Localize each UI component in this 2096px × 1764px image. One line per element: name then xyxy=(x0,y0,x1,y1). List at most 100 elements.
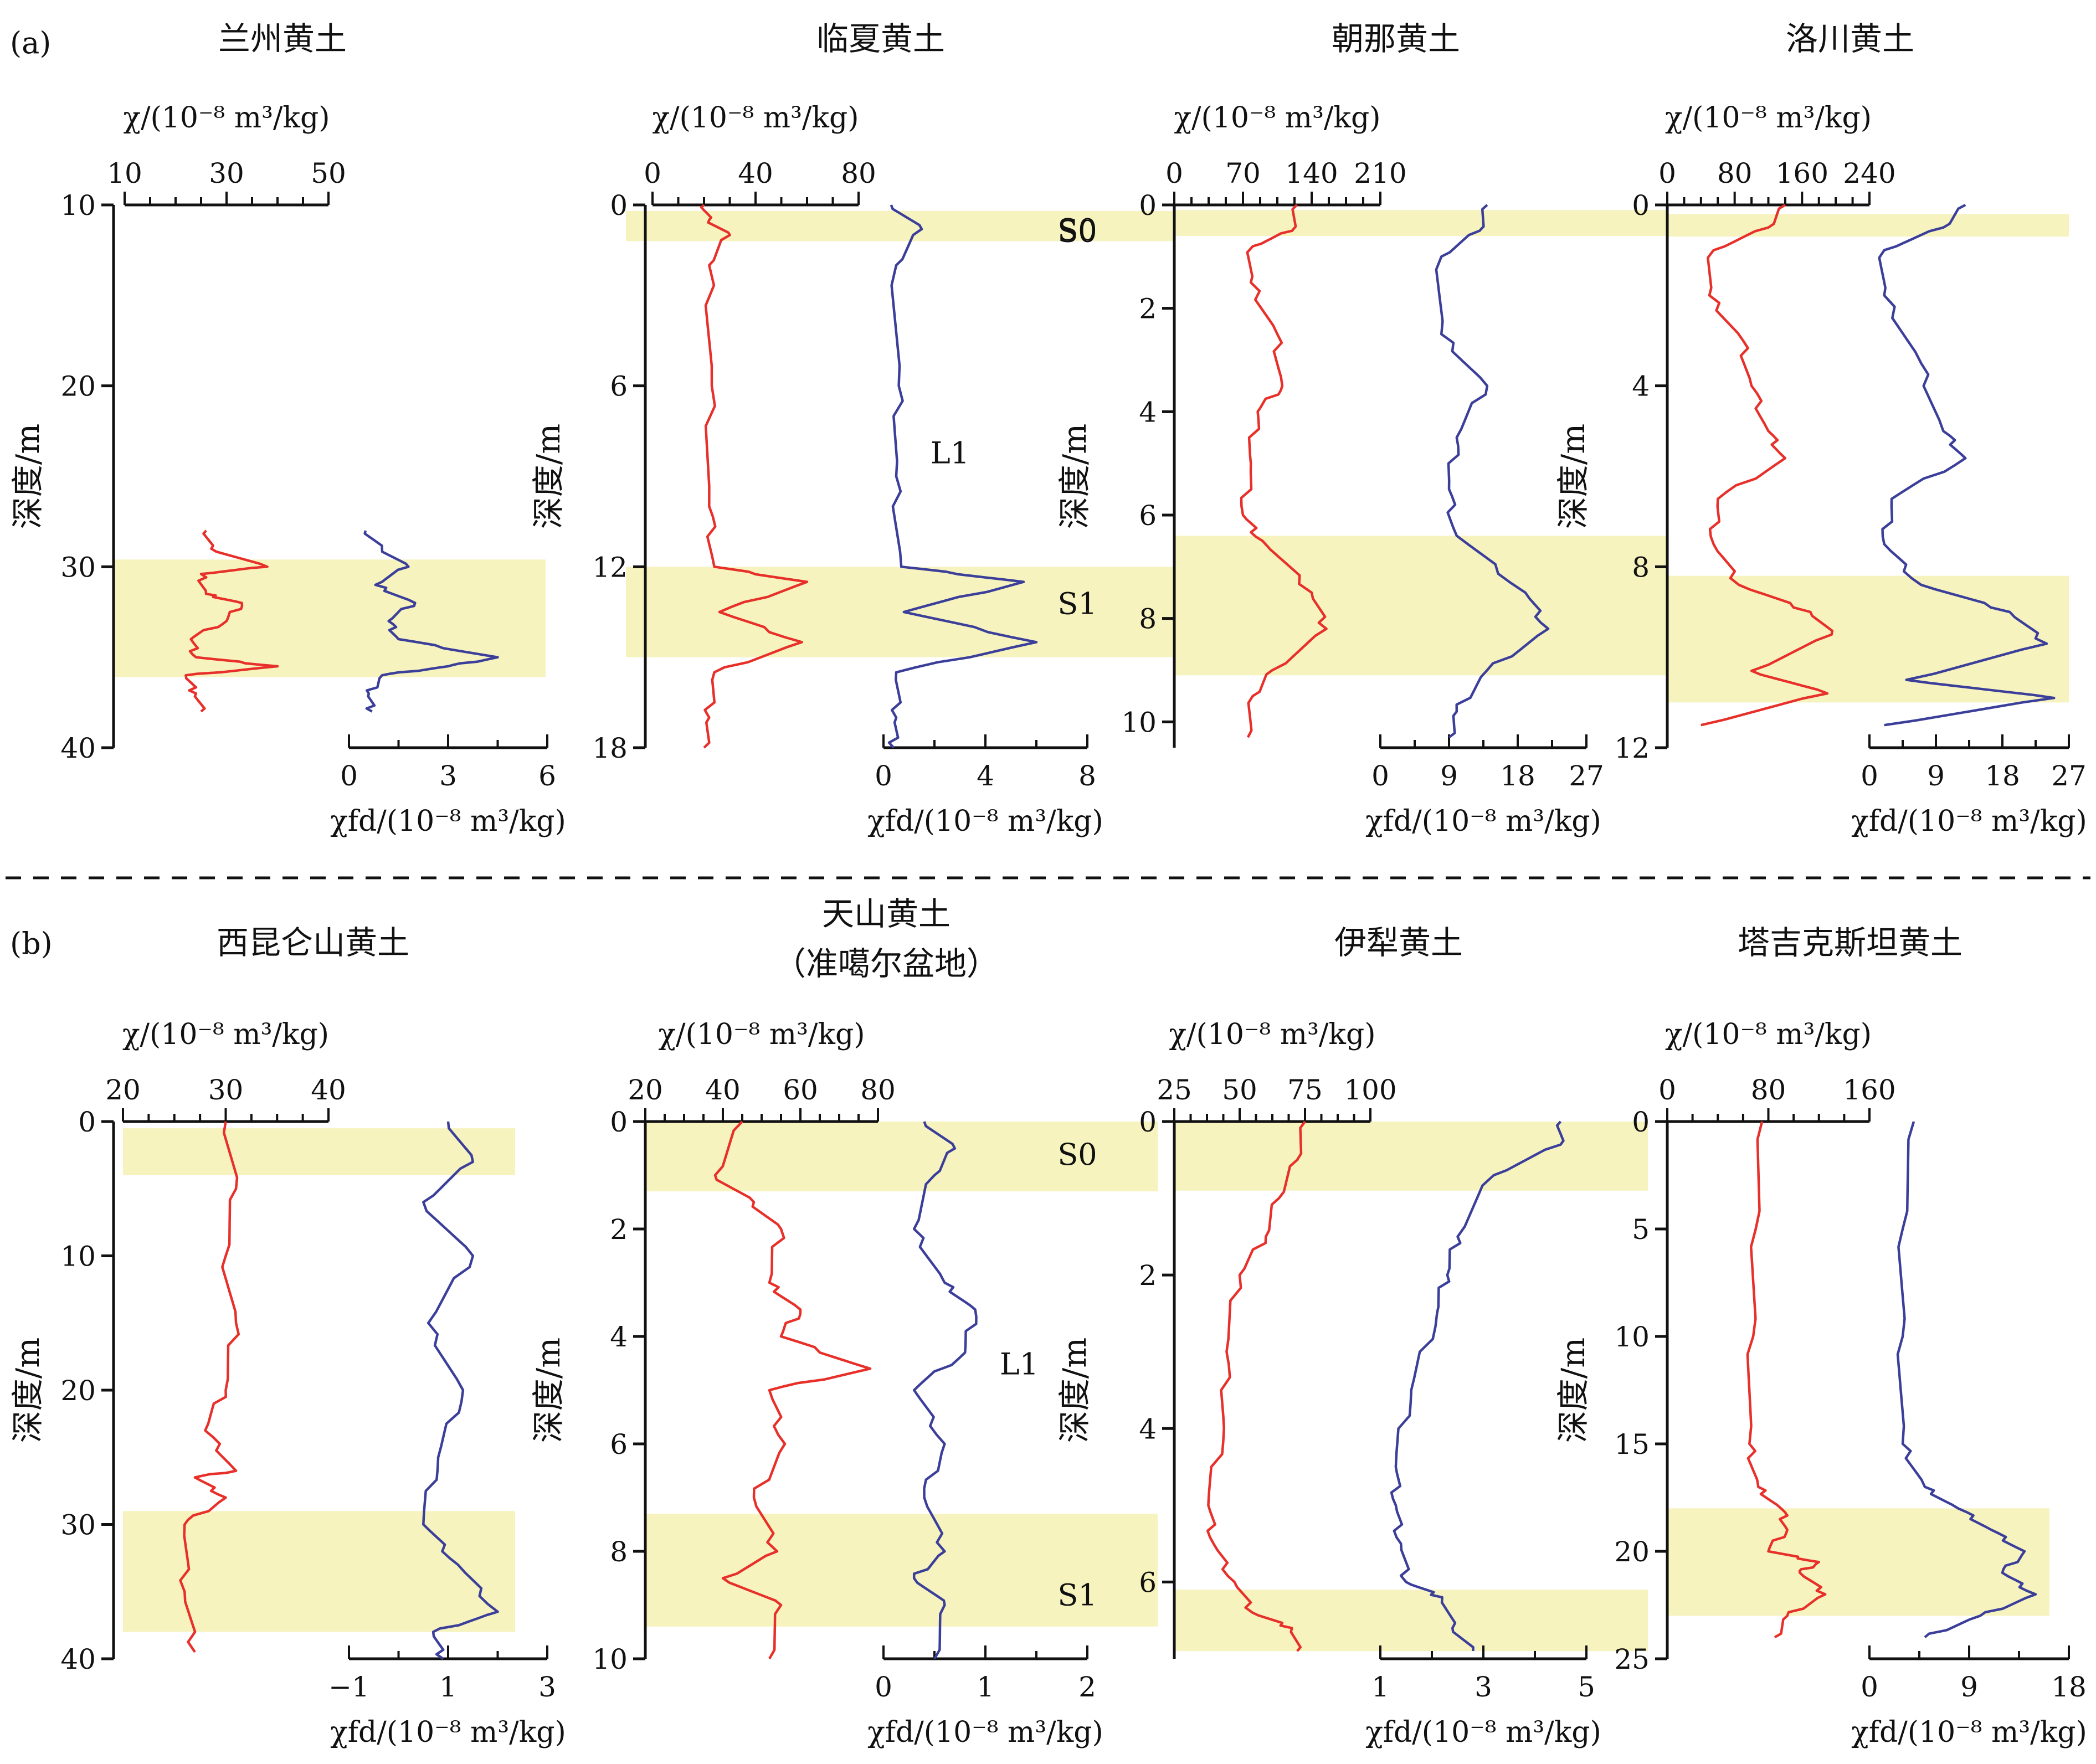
soil-band-1 xyxy=(1174,210,1667,236)
chifd-axis-title: χfd/(10⁻⁸ m³/kg) xyxy=(867,805,1103,838)
chi-tick-label: 0 xyxy=(1658,157,1676,189)
layer-label-s0: S0 xyxy=(1057,214,1097,249)
chifd-series-line xyxy=(1435,204,1550,739)
chifd-tick-label: 0 xyxy=(1371,760,1389,792)
depth-axis-title: 深度/m xyxy=(1056,1338,1093,1443)
chi-series-line xyxy=(1240,204,1328,738)
chi-series-line xyxy=(1746,1121,1827,1639)
chi-axis-title: χ/(10⁻⁸ m³/kg) xyxy=(122,1018,329,1051)
chi-tick-label: 75 xyxy=(1287,1074,1323,1106)
soil-band-2 xyxy=(1174,536,1667,676)
chifd-tick-label: 9 xyxy=(1960,1671,1978,1703)
depth-tick-label: 25 xyxy=(1614,1643,1650,1675)
chi-tick-label: 20 xyxy=(105,1074,141,1106)
depth-tick-label: 6 xyxy=(1139,500,1157,532)
chi-tick-label: 80 xyxy=(860,1074,896,1106)
layer-label-s0: S0 xyxy=(1057,213,1097,248)
chi-tick-label: 40 xyxy=(311,1074,346,1106)
profile-chart-1: 兰州黄土 10 20 30 40 深度/m 10 30 50 χ/(10⁻⁸ m³/kg) 0 3 6 χ… xyxy=(9,20,566,838)
chi-axis-title: χ/(10⁻⁸ m³/kg) xyxy=(123,101,330,135)
chi-tick-label: 50 xyxy=(311,157,346,189)
chifd-tick-label: 1 xyxy=(439,1671,457,1703)
soil-band-2 xyxy=(645,1514,1158,1627)
chi-tick-label: 30 xyxy=(209,157,244,189)
chi-tick-label: 30 xyxy=(208,1074,244,1106)
depth-tick-label: 10 xyxy=(592,1643,628,1675)
chifd-series-line xyxy=(363,530,499,713)
depth-tick-label: 20 xyxy=(60,1375,96,1407)
chi-tick-label: 0 xyxy=(1658,1074,1676,1106)
panel-label-b: (b) xyxy=(10,926,53,961)
chifd-axis-title: χfd/(10⁻⁸ m³/kg) xyxy=(1851,805,2087,838)
chart-title: 天山黄土 xyxy=(822,895,951,933)
depth-axis-title: 深度/m xyxy=(1554,1338,1592,1443)
chifd-axis-title: χfd/(10⁻⁸ m³/kg) xyxy=(330,805,566,838)
chifd-tick-label: 9 xyxy=(1927,760,1945,792)
chart-title: 洛川黄土 xyxy=(1786,20,1914,58)
layer-label-l1: L1 xyxy=(1000,1347,1039,1382)
depth-tick-label: 40 xyxy=(60,1643,96,1675)
chifd-series-line xyxy=(912,1121,978,1660)
chi-series-line xyxy=(1701,204,1834,727)
depth-axis-title: 深度/m xyxy=(9,424,47,529)
depth-tick-label: 0 xyxy=(610,189,628,222)
depth-tick-label: 6 xyxy=(610,1428,628,1460)
chi-series-line xyxy=(713,1120,872,1660)
chi-tick-label: 80 xyxy=(1717,157,1753,189)
chifd-series-line xyxy=(1390,1120,1565,1652)
depth-tick-label: 20 xyxy=(1614,1536,1650,1568)
chi-axis-title: χ/(10⁻⁸ m³/kg) xyxy=(1169,1018,1375,1051)
depth-tick-label: 8 xyxy=(1632,551,1650,583)
depth-tick-label: 12 xyxy=(1614,732,1650,764)
chifd-tick-label: 2 xyxy=(1078,1671,1096,1703)
chifd-tick-label: −1 xyxy=(328,1671,369,1703)
layer-label-s1: S1 xyxy=(1057,587,1097,621)
soil-band-1 xyxy=(645,1122,1158,1192)
chifd-axis-title: χfd/(10⁻⁸ m³/kg) xyxy=(867,1716,1103,1749)
depth-tick-label: 40 xyxy=(60,732,96,764)
chi-tick-label: 210 xyxy=(1354,157,1406,189)
depth-tick-label: 30 xyxy=(60,1509,96,1541)
depth-tick-label: 10 xyxy=(60,189,96,222)
chifd-tick-label: 0 xyxy=(1861,760,1878,792)
depth-axis-title: 深度/m xyxy=(9,1338,47,1443)
chifd-axis-title: χfd/(10⁻⁸ m³/kg) xyxy=(1851,1716,2087,1749)
depth-axis-title: 深度/m xyxy=(1056,424,1093,529)
soil-band-1 xyxy=(114,559,546,677)
depth-tick-label: 6 xyxy=(1139,1566,1157,1598)
depth-tick-label: 0 xyxy=(78,1106,96,1138)
depth-tick-label: 4 xyxy=(1139,1413,1157,1445)
chi-tick-label: 60 xyxy=(783,1074,818,1106)
depth-tick-label: 2 xyxy=(1139,1259,1157,1292)
chi-tick-label: 80 xyxy=(1751,1074,1786,1106)
chi-tick-label: 40 xyxy=(705,1074,741,1106)
chi-series-line xyxy=(179,1121,240,1653)
chifd-tick-label: 27 xyxy=(1569,760,1604,792)
chart-title: 伊犁黄土 xyxy=(1334,924,1463,961)
chi-tick-label: 80 xyxy=(841,157,876,189)
chi-series-line xyxy=(1206,1120,1306,1652)
depth-tick-label: 8 xyxy=(610,1536,628,1568)
depth-tick-label: 0 xyxy=(1632,1106,1650,1138)
chifd-tick-label: 18 xyxy=(2051,1671,2087,1703)
chifd-tick-label: 5 xyxy=(1578,1671,1595,1703)
depth-tick-label: 30 xyxy=(60,551,96,583)
profile-chart-4: 洛川黄土 0 4 8 12 深度/m 0 80 160 240 χ/(10⁻⁸ m³/kg) 0 9 18… xyxy=(1554,20,2087,838)
chi-axis-title: χ/(10⁻⁸ m³/kg) xyxy=(658,1018,865,1051)
depth-tick-label: 12 xyxy=(592,551,628,583)
chifd-tick-label: 1 xyxy=(1371,1671,1389,1703)
depth-tick-label: 8 xyxy=(1139,603,1157,635)
soil-band-1 xyxy=(1667,1508,2049,1616)
depth-tick-label: 4 xyxy=(610,1321,628,1353)
chi-tick-label: 0 xyxy=(1165,157,1183,189)
depth-tick-label: 10 xyxy=(60,1241,96,1273)
chi-tick-label: 40 xyxy=(738,157,773,189)
depth-tick-label: 10 xyxy=(1614,1321,1650,1353)
depth-tick-label: 2 xyxy=(610,1213,628,1246)
chart-subtitle: （准噶尔盆地） xyxy=(774,945,999,983)
chi-series-line xyxy=(700,204,809,749)
